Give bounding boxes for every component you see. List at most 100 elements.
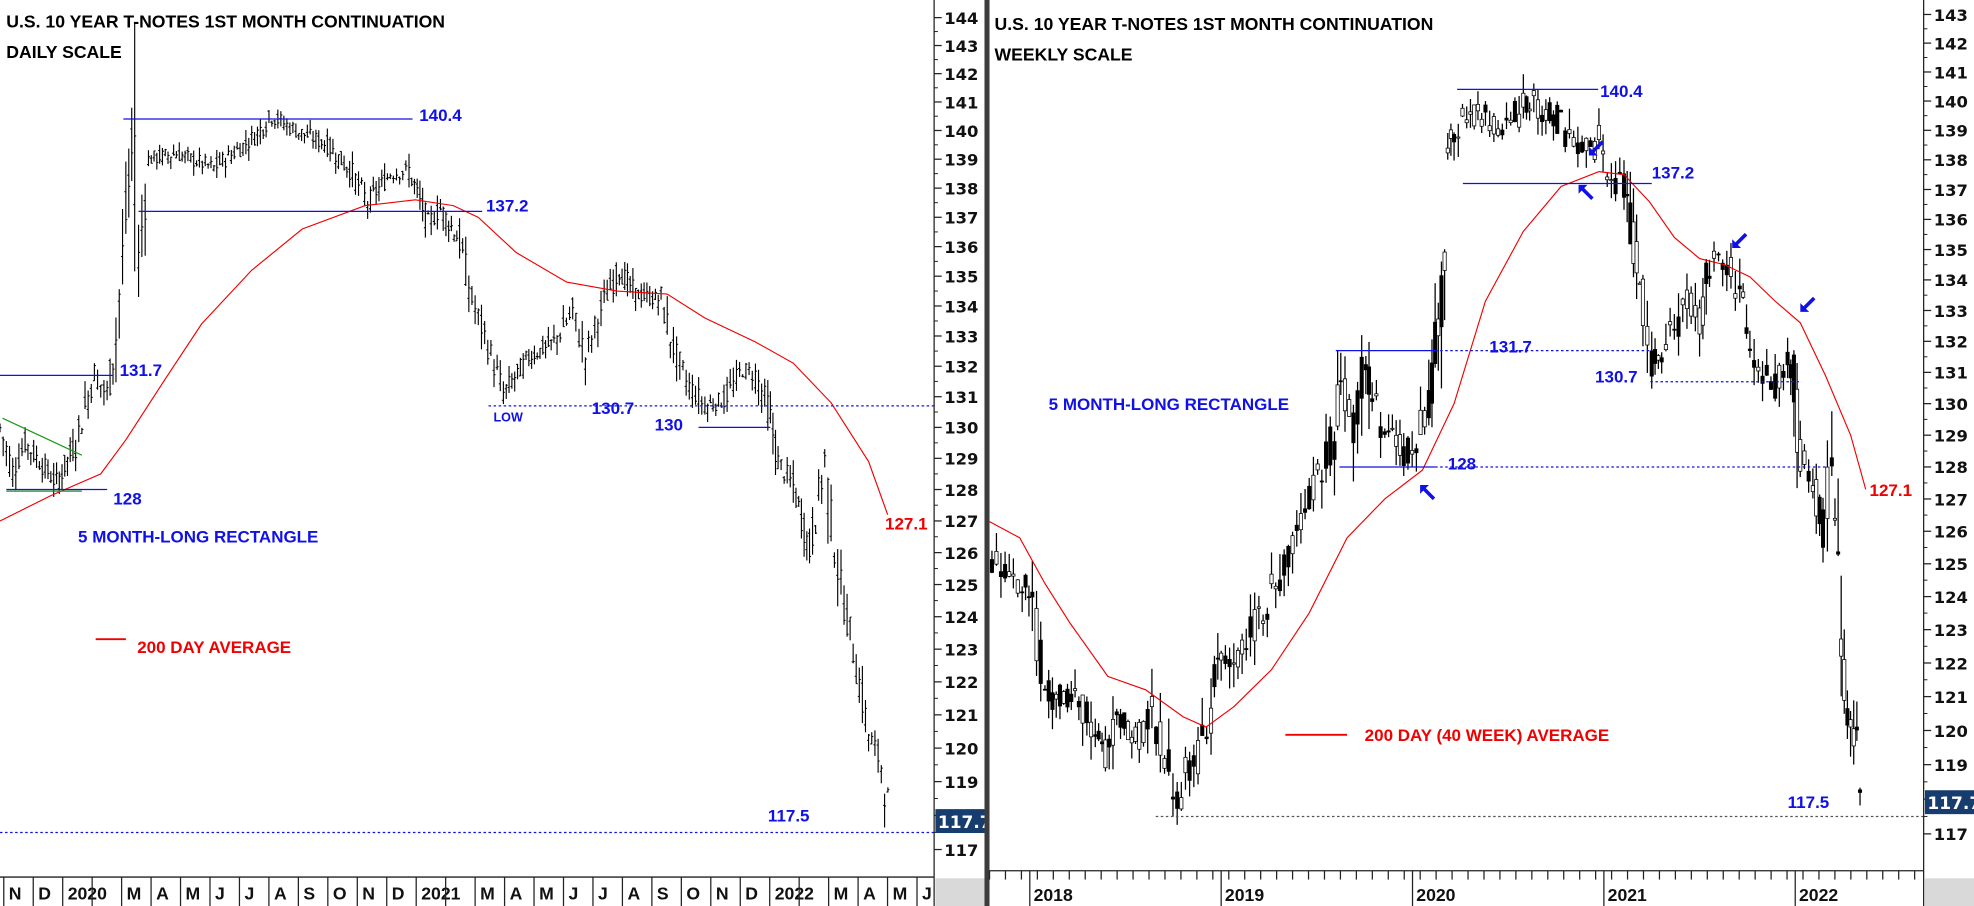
price-bar (1798, 420, 1803, 478)
price-bar (461, 238, 465, 254)
level-label: 131.7 (1489, 337, 1532, 356)
price-bar (429, 205, 433, 236)
price-bar (1634, 214, 1639, 300)
price-bar (300, 128, 304, 142)
weekly-y-axis[interactable]: 117 119 120 121 122 123 124 125 126 127 128 129 130 1… (1923, 6, 1968, 844)
price-bar (368, 186, 372, 213)
price-bar (1269, 552, 1274, 589)
price-bar (423, 202, 427, 238)
price-bar (797, 495, 801, 507)
price-bar (1456, 123, 1461, 157)
price-bar (1487, 110, 1492, 137)
price-bar (253, 132, 257, 146)
price-bar (169, 156, 173, 170)
x-tick-label: N (716, 884, 729, 904)
x-tick-label: S (657, 884, 669, 904)
y-tick-label: 141 (944, 93, 978, 112)
price-bar (137, 224, 141, 297)
price-bar (836, 549, 840, 607)
price-bar (29, 452, 33, 466)
price-bar (1003, 551, 1008, 583)
price-bar (805, 531, 809, 561)
price-bar (860, 665, 864, 724)
price-bar (1273, 582, 1278, 609)
price-bar (1741, 283, 1746, 299)
y-tick-label: 127 (1934, 490, 1968, 509)
price-bar (886, 787, 890, 793)
price-bar (794, 487, 798, 509)
price-bar (1126, 719, 1131, 741)
price-bar (608, 268, 612, 291)
x-tick-label: A (274, 884, 287, 904)
price-bar (1693, 282, 1698, 332)
arrow-down-left-icon (1588, 140, 1604, 156)
price-bar (1122, 712, 1127, 736)
price-bar (1768, 376, 1773, 390)
y-tick-label: 130 (944, 419, 978, 438)
price-bar (1248, 594, 1253, 657)
price-bar (1007, 553, 1012, 578)
price-bar (174, 151, 178, 159)
weekly-chart-subtitle: WEEKLY SCALE (995, 44, 1133, 64)
price-bar (1825, 440, 1830, 552)
weekly-last-price-label: 117.7 (1927, 794, 1974, 814)
price-bar (507, 365, 511, 394)
price-bar (671, 326, 675, 364)
price-bar (555, 335, 559, 356)
y-tick-label: 120 (1934, 722, 1968, 741)
y-tick-label: 134 (944, 297, 978, 316)
y-tick-label: 122 (944, 673, 978, 692)
price-bar (458, 218, 462, 259)
price-bar (734, 359, 738, 391)
daily-axis-corner (935, 878, 985, 906)
price-bar (55, 462, 59, 485)
price-bar (1114, 708, 1119, 726)
price-bar (1290, 531, 1295, 574)
price-bar (1680, 297, 1685, 323)
price-bar (127, 148, 131, 218)
panel-divider[interactable] (984, 0, 990, 906)
price-bar (166, 151, 170, 164)
level-label: 130.7 (592, 399, 635, 418)
y-tick-label: 143 (1934, 6, 1968, 25)
price-bar (410, 177, 414, 187)
y-tick-label: 121 (1934, 688, 1968, 707)
daily-x-axis[interactable]: N D 2020 M A M J J A S O N D 2021 M A M J J A S O N D 2022 M A M J (3, 877, 932, 906)
weekly-x-axis[interactable]: 2018 2019 2020 2021 2022 (988, 870, 1916, 906)
price-bar (611, 269, 615, 303)
price-bar (802, 512, 806, 557)
weekly-annotations: 140.4 137.2 131.7 130.7 128 117.5 (1155, 82, 1924, 818)
y-tick-label: 124 (944, 608, 978, 627)
price-bar (1555, 101, 1560, 134)
price-bar (845, 593, 849, 637)
price-bar (432, 211, 436, 226)
y-tick-label: 132 (944, 358, 978, 377)
price-bar (1464, 106, 1469, 129)
y-tick-label: 122 (1934, 654, 1968, 673)
price-bar (1596, 108, 1601, 150)
price-bar (501, 381, 505, 405)
x-tick-label: S (303, 884, 315, 904)
price-bar (1382, 428, 1387, 438)
price-bar (46, 459, 50, 480)
y-tick-label: 126 (1934, 523, 1968, 542)
price-bar (177, 142, 181, 162)
price-bar (1069, 681, 1074, 711)
price-bar (532, 345, 536, 365)
price-bar (504, 384, 508, 399)
price-bar (998, 552, 1003, 598)
price-bar (870, 732, 874, 745)
price-bar (398, 176, 402, 185)
price-bar (1504, 102, 1509, 130)
daily-y-axis[interactable]: 117 119 120 121 122 123 124 125 126 127 128 129 130 1… (934, 9, 978, 860)
price-bar (221, 151, 225, 167)
price-bar (311, 130, 315, 149)
price-bar (1445, 133, 1450, 160)
price-bar (1580, 135, 1585, 154)
price-bar (668, 341, 672, 359)
price-bar (1166, 718, 1171, 776)
price-bar (1359, 335, 1364, 436)
level-label: 140.4 (1600, 82, 1643, 101)
price-bar (1418, 386, 1423, 435)
price-bar (1475, 91, 1480, 121)
